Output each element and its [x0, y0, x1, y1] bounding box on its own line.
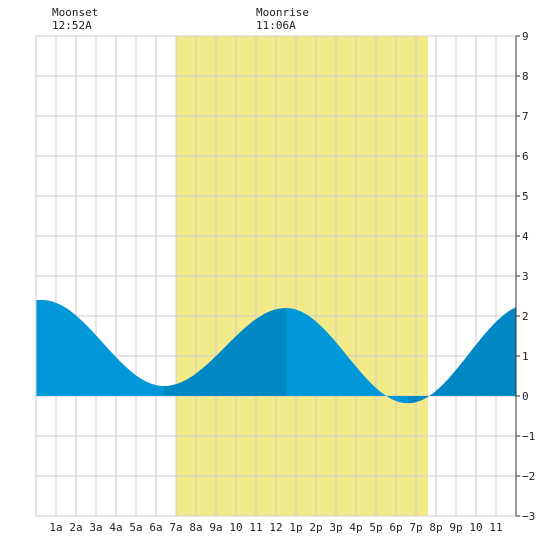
x-tick-label: 2a [69, 521, 82, 534]
x-tick-label: 8p [429, 521, 442, 534]
x-tick-label: 11 [489, 521, 502, 534]
y-tick-label: 3 [522, 270, 529, 283]
y-tick-label: −1 [522, 430, 535, 443]
tide-area-rising [408, 307, 516, 404]
y-tick-label: 0 [522, 390, 529, 403]
grid-layer [36, 35, 516, 517]
x-tick-label: 11 [249, 521, 262, 534]
y-tick-label: 5 [522, 190, 529, 203]
tide-area-falling [36, 300, 42, 396]
moonset-label: Moonset 12:52A [52, 6, 98, 32]
x-tick-label: 8a [189, 521, 202, 534]
moonrise-label: Moonrise 11:06A [256, 6, 309, 32]
y-tick-label: 9 [522, 30, 529, 43]
y-tick-label: 4 [522, 230, 529, 243]
axis-layer [35, 35, 520, 517]
moonset-title: Moonset [52, 6, 99, 19]
moonrise-time: 11:06A [256, 19, 296, 32]
y-tick-labels: −3 −2 −1 0 1 2 3 4 5 6 7 8 9 [522, 30, 535, 523]
x-tick-label: 4a [109, 521, 122, 534]
x-tick-label: 9p [449, 521, 462, 534]
x-tick-label: 1p [289, 521, 302, 534]
y-tick-label: 6 [522, 150, 529, 163]
x-tick-label: 2p [309, 521, 322, 534]
x-tick-label: 3a [89, 521, 102, 534]
x-tick-label: 6a [149, 521, 162, 534]
y-tick-label: 1 [522, 350, 529, 363]
x-tick-label: 10 [469, 521, 482, 534]
y-tick-label: −2 [522, 470, 535, 483]
x-tick-label: 5p [369, 521, 382, 534]
moonrise-title: Moonrise [256, 6, 309, 19]
tide-area-falling [42, 300, 164, 396]
x-tick-label: 7p [409, 521, 422, 534]
x-tick-labels: 1a 2a 3a 4a 5a 6a 7a 8a 9a 10 11 12 1p 2p 3p 4p 5p 6p 7p 8p… [49, 521, 502, 534]
x-tick-label: 4p [349, 521, 362, 534]
x-tick-label: 7a [169, 521, 182, 534]
x-tick-label: 5a [129, 521, 142, 534]
x-tick-label: 1a [49, 521, 62, 534]
x-tick-label: 12 [269, 521, 282, 534]
tide-area-falling [286, 308, 408, 404]
x-tick-label: 9a [209, 521, 222, 534]
tide-area-rising [164, 308, 286, 396]
y-tick-label: −3 [522, 510, 535, 523]
y-tick-label: 7 [522, 110, 529, 123]
y-tick-label: 2 [522, 310, 529, 323]
x-tick-label: 3p [329, 521, 342, 534]
tide-area-layer [36, 300, 516, 404]
moonset-time: 12:52A [52, 19, 92, 32]
y-tick-label: 8 [522, 70, 529, 83]
x-tick-label: 6p [389, 521, 402, 534]
x-tick-label: 10 [229, 521, 242, 534]
